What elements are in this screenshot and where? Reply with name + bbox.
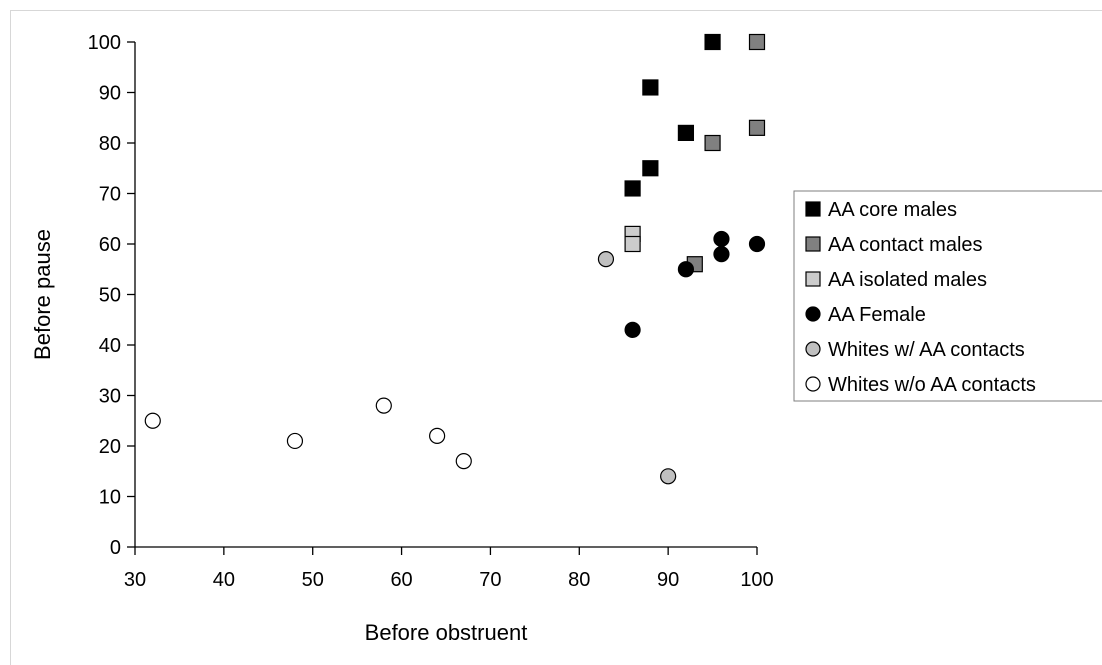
legend-box xyxy=(793,190,1102,402)
series-aa-contact-males xyxy=(686,33,766,273)
data-point-aa-contact-males xyxy=(748,33,766,51)
data-point-aa-contact-males xyxy=(704,134,721,152)
y-tick-label: 30 xyxy=(99,386,121,408)
x-tick-label: 70 xyxy=(479,569,501,591)
data-point-aa-female xyxy=(748,235,766,253)
series-aa-isolated-males xyxy=(624,225,641,253)
series-whites-w-aa-contacts xyxy=(597,251,677,485)
data-point-aa-core-males xyxy=(677,124,695,142)
data-point-aa-contact-males xyxy=(748,119,766,136)
data-point-aa-female xyxy=(624,321,641,338)
legend-marker-aa-isolated-males xyxy=(805,271,821,287)
y-tick-label: 40 xyxy=(99,335,121,357)
x-axis-title: Before obstruent xyxy=(365,620,528,645)
y-tick-label: 0 xyxy=(110,537,121,559)
data-point-aa-core-males xyxy=(642,160,659,177)
x-tick-label: 50 xyxy=(302,569,324,591)
y-tick-label: 100 xyxy=(88,32,121,54)
legend-marker-aa-female xyxy=(805,306,821,322)
data-point-whites-w-o-aa-contacts xyxy=(455,453,472,470)
y-tick-label: 70 xyxy=(99,184,121,206)
y-tick-label: 60 xyxy=(99,234,121,256)
legend-label-whites-w-o-aa-contacts: Whites w/o AA contacts xyxy=(828,374,1036,396)
legend: AA core males AA contact males AA isolated… xyxy=(793,190,1102,402)
data-point-whites-w-o-aa-contacts xyxy=(144,412,161,429)
x-tick-label: 30 xyxy=(124,569,146,591)
data-point-whites-w-aa-contacts xyxy=(597,251,615,268)
y-tick-label: 80 xyxy=(99,133,121,155)
legend-marker-whites-w-o-aa-contacts xyxy=(805,376,821,392)
data-point-aa-female xyxy=(713,246,730,263)
x-tick-label: 60 xyxy=(390,569,412,591)
y-tick-label: 10 xyxy=(99,487,121,509)
data-point-aa-core-males xyxy=(624,180,641,197)
data-point-aa-female xyxy=(713,230,730,248)
data-points xyxy=(144,33,766,485)
y-tick-label: 50 xyxy=(99,285,121,307)
legend-label-aa-isolated-males: AA isolated males xyxy=(828,269,987,291)
data-point-whites-w-o-aa-contacts xyxy=(286,432,304,450)
legend-marker-aa-contact-males xyxy=(805,236,821,252)
axes: 0 10 20 30 40 50 60 70 80 90 100 30 40 50 60 70 80 90 100 xyxy=(88,32,774,591)
legend-label-aa-female: AA Female xyxy=(828,304,926,326)
x-tick-label: 80 xyxy=(568,569,590,591)
legend-marker-whites-w-aa-contacts xyxy=(805,341,821,357)
data-point-aa-core-males xyxy=(642,79,659,96)
legend-label-whites-w-aa-contacts: Whites w/ AA contacts xyxy=(828,339,1025,361)
y-tick-label: 90 xyxy=(99,83,121,105)
data-point-whites-w-o-aa-contacts xyxy=(429,427,446,444)
x-tick-label: 40 xyxy=(213,569,235,591)
x-tick-label: 90 xyxy=(657,569,679,591)
series-whites-w-o-aa-contacts xyxy=(144,397,472,470)
data-point-aa-female xyxy=(677,261,695,278)
data-point-whites-w-aa-contacts xyxy=(660,468,677,485)
series-aa-female xyxy=(624,230,766,338)
data-point-aa-core-males xyxy=(704,33,721,51)
data-point-aa-isolated-males xyxy=(624,235,641,253)
x-tick-label: 100 xyxy=(740,569,773,591)
legend-label-aa-contact-males: AA contact males xyxy=(828,234,983,256)
y-axis-title: Before pause xyxy=(30,229,55,360)
y-tick-label: 20 xyxy=(99,436,121,458)
legend-marker-aa-core-males xyxy=(805,201,821,217)
legend-label-aa-core-males: AA core males xyxy=(828,199,957,221)
series-aa-core-males xyxy=(624,33,721,197)
data-point-whites-w-o-aa-contacts xyxy=(375,397,392,414)
